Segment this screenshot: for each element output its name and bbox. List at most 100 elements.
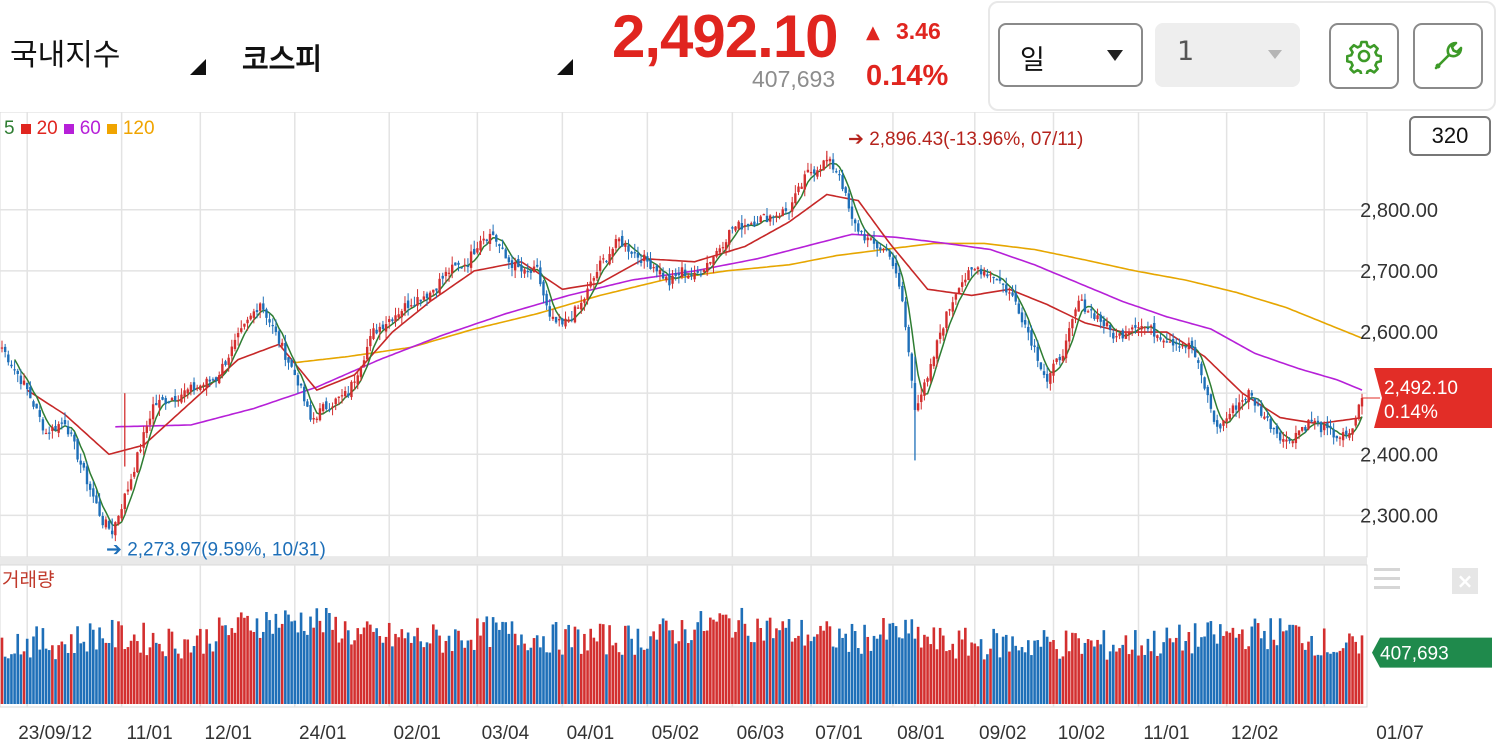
volume-bar xyxy=(828,626,832,704)
candle-body xyxy=(1197,360,1200,363)
volume-bar xyxy=(47,650,51,704)
candle-body xyxy=(778,215,781,218)
volume-bar xyxy=(164,656,168,704)
candle-body xyxy=(315,418,319,420)
volume-bar xyxy=(1300,643,1304,704)
candle-body xyxy=(620,235,624,247)
candle-body xyxy=(1225,418,1228,422)
candle-body xyxy=(806,169,810,173)
volume-bar xyxy=(1316,654,1320,704)
volume-bar xyxy=(749,642,753,704)
candle-body xyxy=(916,403,920,411)
index-select[interactable]: 코스피 xyxy=(242,42,323,76)
volume-bar xyxy=(110,619,114,704)
candle-body xyxy=(199,385,202,391)
candle-body xyxy=(183,390,186,397)
volume-bar xyxy=(1360,635,1364,704)
candle-body xyxy=(1017,303,1021,314)
close-icon[interactable]: × xyxy=(1452,568,1478,594)
volume-bar xyxy=(1222,635,1225,704)
volume-bar xyxy=(686,643,690,704)
volume-bar xyxy=(397,637,400,704)
candle-body xyxy=(1058,356,1061,361)
candle-body xyxy=(148,418,152,425)
volume-bar xyxy=(1178,624,1181,704)
candle-body xyxy=(693,272,696,280)
volume-bar xyxy=(1348,633,1351,704)
volume-bar xyxy=(315,608,319,704)
volume-bar xyxy=(1033,640,1036,704)
candle-body xyxy=(1036,346,1039,361)
candle-body xyxy=(350,381,353,398)
market-type-select[interactable]: 국내지수 xyxy=(10,38,121,73)
chart-tools-button[interactable] xyxy=(1413,23,1483,89)
volume-bar xyxy=(1162,642,1165,704)
legend-item-ma60: 60 xyxy=(79,118,101,139)
volume-bar xyxy=(227,635,230,704)
volume-bar xyxy=(535,635,539,704)
volume-bar xyxy=(381,642,385,704)
candle-body xyxy=(803,174,806,190)
candle-body xyxy=(702,270,706,272)
candle-body xyxy=(504,249,507,259)
candle-body xyxy=(1099,314,1102,322)
volume-bar xyxy=(176,653,180,704)
candle-body xyxy=(724,242,728,250)
volume-bar xyxy=(1052,640,1055,704)
candle-body xyxy=(841,175,844,190)
volume-bar xyxy=(1124,635,1128,704)
candle-body xyxy=(847,193,851,209)
menu-icon[interactable] xyxy=(1374,568,1400,592)
change-percent: 0.14% xyxy=(866,60,949,92)
volume-bar xyxy=(970,642,973,704)
candle-body xyxy=(605,260,608,263)
candle-body xyxy=(838,174,841,176)
x-tick-label: 10/02 xyxy=(1058,723,1106,744)
candle-body xyxy=(76,438,79,460)
count-select[interactable]: 1 xyxy=(1155,23,1300,87)
price-chart[interactable]: 2,800.00 2,700.00 2,600.00 2,400.00 2,300.00… xyxy=(0,112,1496,756)
volume-bar xyxy=(425,642,429,704)
volume-bar xyxy=(1187,632,1191,704)
candle-body xyxy=(1008,292,1011,294)
candle-body xyxy=(734,226,737,231)
volume-bar xyxy=(655,639,659,704)
volume-bar xyxy=(441,652,445,704)
volume-bar xyxy=(202,653,205,704)
market-dropdown-indicator[interactable] xyxy=(190,59,206,75)
volume-bar xyxy=(1225,631,1228,704)
volume-bar xyxy=(321,632,325,704)
volume-bar xyxy=(485,616,489,704)
index-dropdown-indicator[interactable] xyxy=(557,59,573,75)
candle-body xyxy=(904,301,907,328)
volume-bar xyxy=(258,637,262,704)
volume-bar xyxy=(1149,651,1153,704)
volume-bar xyxy=(611,645,615,704)
legend-swatch xyxy=(20,124,31,134)
volume-bar xyxy=(199,628,202,704)
period-select[interactable]: 일 xyxy=(998,23,1143,87)
candle-body xyxy=(271,324,274,327)
chart-settings-button[interactable] xyxy=(1329,23,1399,89)
volume-bar xyxy=(825,621,829,704)
volume-bar xyxy=(529,647,533,704)
volume-bar xyxy=(384,636,388,704)
candle-body xyxy=(1193,347,1197,358)
volume-bar xyxy=(976,646,980,704)
volume-bar xyxy=(365,621,369,704)
candle-body xyxy=(932,357,936,367)
candle-body xyxy=(687,275,690,279)
candle-body xyxy=(265,309,268,318)
candle-body xyxy=(967,270,970,281)
candle-body xyxy=(923,382,926,396)
candle-body xyxy=(104,519,108,528)
candle-body xyxy=(595,272,599,279)
candle-body xyxy=(1086,311,1090,313)
candle-body xyxy=(1014,292,1017,302)
volume-bar xyxy=(759,628,763,704)
candle-body xyxy=(268,319,271,323)
period-count-badge[interactable]: 320 xyxy=(1409,116,1491,156)
volume-bar xyxy=(838,628,841,704)
volume-bar xyxy=(926,636,929,704)
volume-bar xyxy=(1080,653,1084,704)
